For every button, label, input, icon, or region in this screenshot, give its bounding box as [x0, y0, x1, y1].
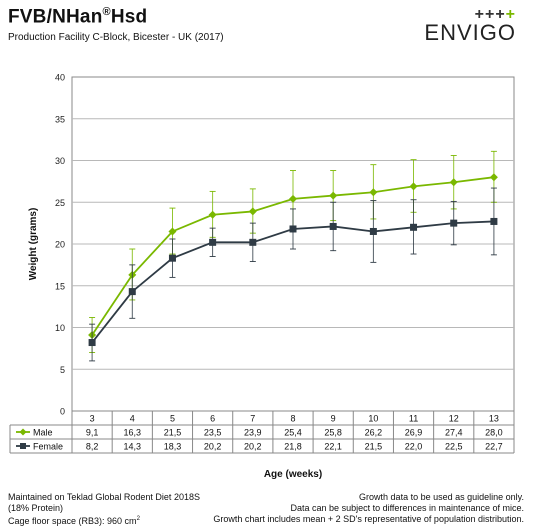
- y-tick-label: 30: [55, 156, 65, 166]
- data-point-male: [329, 191, 338, 200]
- table-value-female: 21,8: [284, 442, 302, 452]
- y-tick-label: 5: [60, 365, 65, 375]
- data-point-male: [289, 194, 297, 203]
- y-tick-label: 25: [55, 198, 65, 208]
- y-axis-label: Weight (grams): [28, 208, 39, 281]
- table-value-male: 26,2: [365, 428, 383, 438]
- footer-left-line-3: Cage floor space (RB3): 960 cm2: [8, 514, 200, 527]
- y-tick-label: 35: [55, 114, 65, 124]
- x-tick-label: 9: [331, 414, 336, 424]
- data-point-male: [409, 182, 418, 191]
- data-point-male: [449, 178, 458, 187]
- y-tick-label: 15: [55, 281, 65, 291]
- page-title: FVB/NHan®Hsd: [8, 6, 147, 28]
- data-point-male: [489, 173, 498, 182]
- logo-plus-gray: +++: [474, 6, 506, 23]
- footer-left-line-3-text: Cage floor space (RB3): 960 cm: [8, 516, 137, 526]
- table-value-female: 22,5: [445, 442, 463, 452]
- table-value-female: 18,3: [164, 442, 182, 452]
- logo-plus-green: +: [505, 6, 516, 23]
- x-tick-label: 5: [170, 414, 175, 424]
- y-tick-label: 40: [55, 73, 65, 83]
- table-value-male: 9,1: [86, 428, 99, 438]
- data-point-male: [208, 210, 217, 219]
- table-value-female: 22,7: [485, 442, 503, 452]
- table-value-female: 8,2: [86, 442, 99, 452]
- table-value-female: 20,2: [244, 442, 262, 452]
- footer-diet-info: Maintained on Teklad Global Rodent Diet …: [8, 492, 200, 527]
- x-tick-label: 7: [250, 414, 255, 424]
- footer-disclaimer: Growth data to be used as guideline only…: [213, 492, 524, 525]
- data-point-female: [128, 288, 136, 296]
- table-value-male: 21,5: [164, 428, 182, 438]
- table-value-female: 21,5: [365, 442, 383, 452]
- data-point-female: [289, 225, 297, 233]
- table-value-female: 22,1: [324, 442, 342, 452]
- data-point-male: [248, 207, 257, 216]
- legend-marker-male: [19, 428, 27, 436]
- footer-right-line-3: Growth chart includes mean + 2 SD's repr…: [213, 514, 524, 524]
- footer-left-line-3-sup: 2: [136, 516, 140, 522]
- legend-marker-female: [20, 443, 26, 449]
- data-point-female: [490, 217, 498, 225]
- data-point-female: [88, 339, 96, 347]
- legend-label-male: Male: [33, 428, 53, 438]
- data-point-female: [450, 219, 458, 227]
- y-tick-label: 10: [55, 323, 65, 333]
- data-point-male: [369, 188, 378, 197]
- data-point-male: [168, 227, 177, 236]
- data-point-female: [329, 222, 337, 230]
- growth-chart: 0 5 10 15 20 25 30 35 40 Weight (grams) 3 4 5 6 7 8 9 10 1…: [9, 73, 515, 480]
- footer-right-line-2: Data can be subject to differences in ma…: [290, 503, 524, 513]
- data-point-female: [369, 227, 377, 235]
- table-value-female: 20,2: [204, 442, 222, 452]
- table-value-male: 23,9: [244, 428, 262, 438]
- x-tick-label: 6: [210, 414, 215, 424]
- x-tick-label: 10: [368, 414, 378, 424]
- x-tick-label: 8: [290, 414, 295, 424]
- table-value-female: 14,3: [124, 442, 142, 452]
- legend-label-female: Female: [33, 442, 63, 452]
- x-tick-label: 11: [409, 414, 418, 424]
- data-point-female: [168, 254, 176, 262]
- footer-left-line-1: Maintained on Teklad Global Rodent Diet …: [8, 492, 200, 502]
- table-value-male: 26,9: [405, 428, 423, 438]
- footer-left-line-2: (18% Protein): [8, 503, 64, 513]
- table-value-female: 22,0: [405, 442, 423, 452]
- data-point-female: [249, 238, 257, 246]
- table-value-male: 16,3: [124, 428, 142, 438]
- data-point-female: [209, 238, 217, 246]
- envigo-logo: ++++ ENVIGO: [406, 6, 516, 46]
- table-value-male: 25,8: [324, 428, 342, 438]
- page-subtitle: Production Facility C-Block, Bicester - …: [8, 32, 224, 43]
- x-tick-label: 3: [90, 414, 95, 424]
- table-value-male: 23,5: [204, 428, 222, 438]
- table-value-male: 25,4: [284, 428, 302, 438]
- title-main: FVB/NHan: [8, 6, 103, 28]
- y-tick-label: 20: [55, 240, 65, 250]
- table-value-male: 27,4: [445, 428, 463, 438]
- x-tick-label: 4: [130, 414, 135, 424]
- table-value-male: 28,0: [485, 428, 503, 438]
- logo-plus-marks: ++++: [475, 6, 516, 24]
- data-point-female: [410, 223, 418, 231]
- x-axis-label: Age (weeks): [264, 469, 322, 480]
- y-tick-label: 0: [60, 407, 65, 417]
- x-tick-label: 12: [449, 414, 459, 424]
- registered-mark: ®: [102, 6, 111, 18]
- title-suffix: Hsd: [110, 6, 148, 28]
- logo-wordmark: ENVIGO: [424, 20, 516, 45]
- x-tick-label: 13: [489, 414, 499, 424]
- footer-right-line-1: Growth data to be used as guideline only…: [359, 492, 524, 502]
